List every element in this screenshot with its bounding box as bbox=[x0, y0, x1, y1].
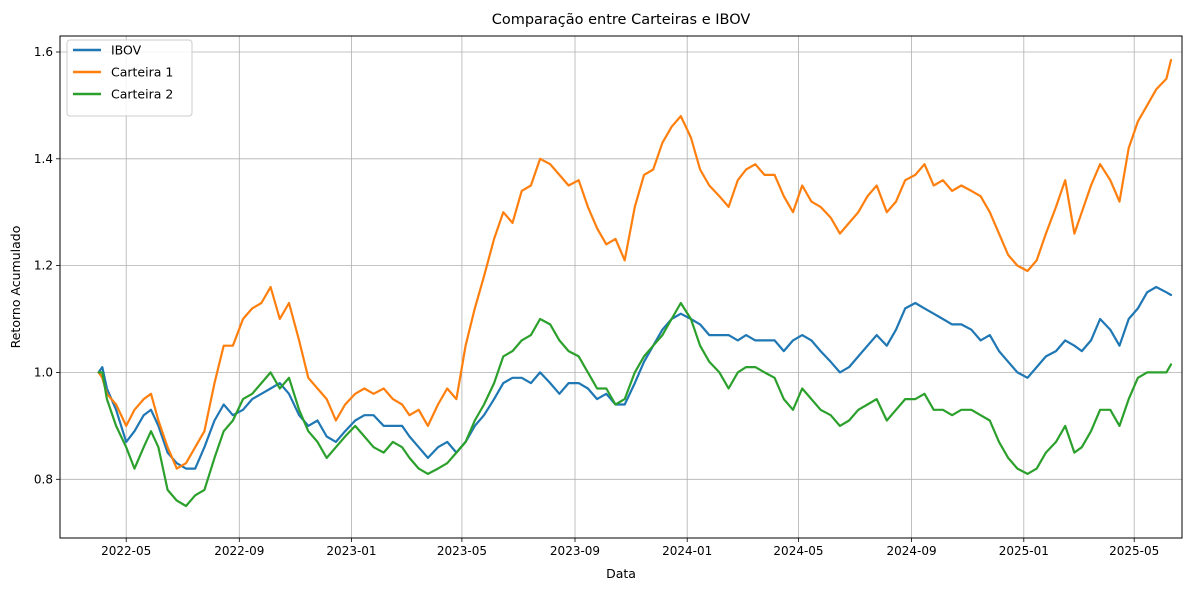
grid-layer bbox=[60, 36, 1182, 538]
x-tick-label: 2023-01 bbox=[326, 544, 376, 558]
y-tick-label: 1.2 bbox=[34, 259, 53, 273]
chart-title: Comparação entre Carteiras e IBOV bbox=[492, 12, 751, 28]
legend-label: Carteira 2 bbox=[111, 87, 173, 102]
legend-box bbox=[66, 39, 193, 117]
series-line-1 bbox=[97, 285, 1173, 470]
series-line-3 bbox=[97, 301, 1173, 508]
x-axis-label: Data bbox=[606, 566, 636, 581]
y-tick-label: 0.8 bbox=[34, 472, 53, 486]
y-tick-label: 1.4 bbox=[34, 152, 53, 166]
x-tick-label: 2023-09 bbox=[550, 544, 600, 558]
x-tick-label: 2024-09 bbox=[887, 544, 937, 558]
series-line-2 bbox=[97, 58, 1173, 470]
y-axis-label: Retorno Acumulado bbox=[8, 226, 23, 349]
x-tick-label: 2025-05 bbox=[1109, 544, 1159, 558]
legend: IBOV Carteira 1 Carteira 2 bbox=[66, 39, 193, 117]
y-tick-label: 1.6 bbox=[34, 45, 53, 59]
x-tick-label: 2024-01 bbox=[662, 544, 712, 558]
x-tick-label: 2025-01 bbox=[999, 544, 1049, 558]
y-tick-label: 1.0 bbox=[34, 365, 53, 379]
series-layer bbox=[97, 58, 1173, 508]
x-tick-label: 2024-05 bbox=[773, 544, 823, 558]
legend-label: Carteira 1 bbox=[111, 65, 173, 80]
legend-label: IBOV bbox=[111, 43, 142, 58]
x-tick-label: 2023-05 bbox=[437, 544, 487, 558]
x-tick-label: 2022-05 bbox=[101, 544, 151, 558]
tick-layer: 2022-05 2022-09 2023-01 2023-05 2023-09 2024-… bbox=[34, 45, 1159, 558]
x-tick-label: 2022-09 bbox=[214, 544, 264, 558]
plot-frame bbox=[59, 35, 1183, 539]
